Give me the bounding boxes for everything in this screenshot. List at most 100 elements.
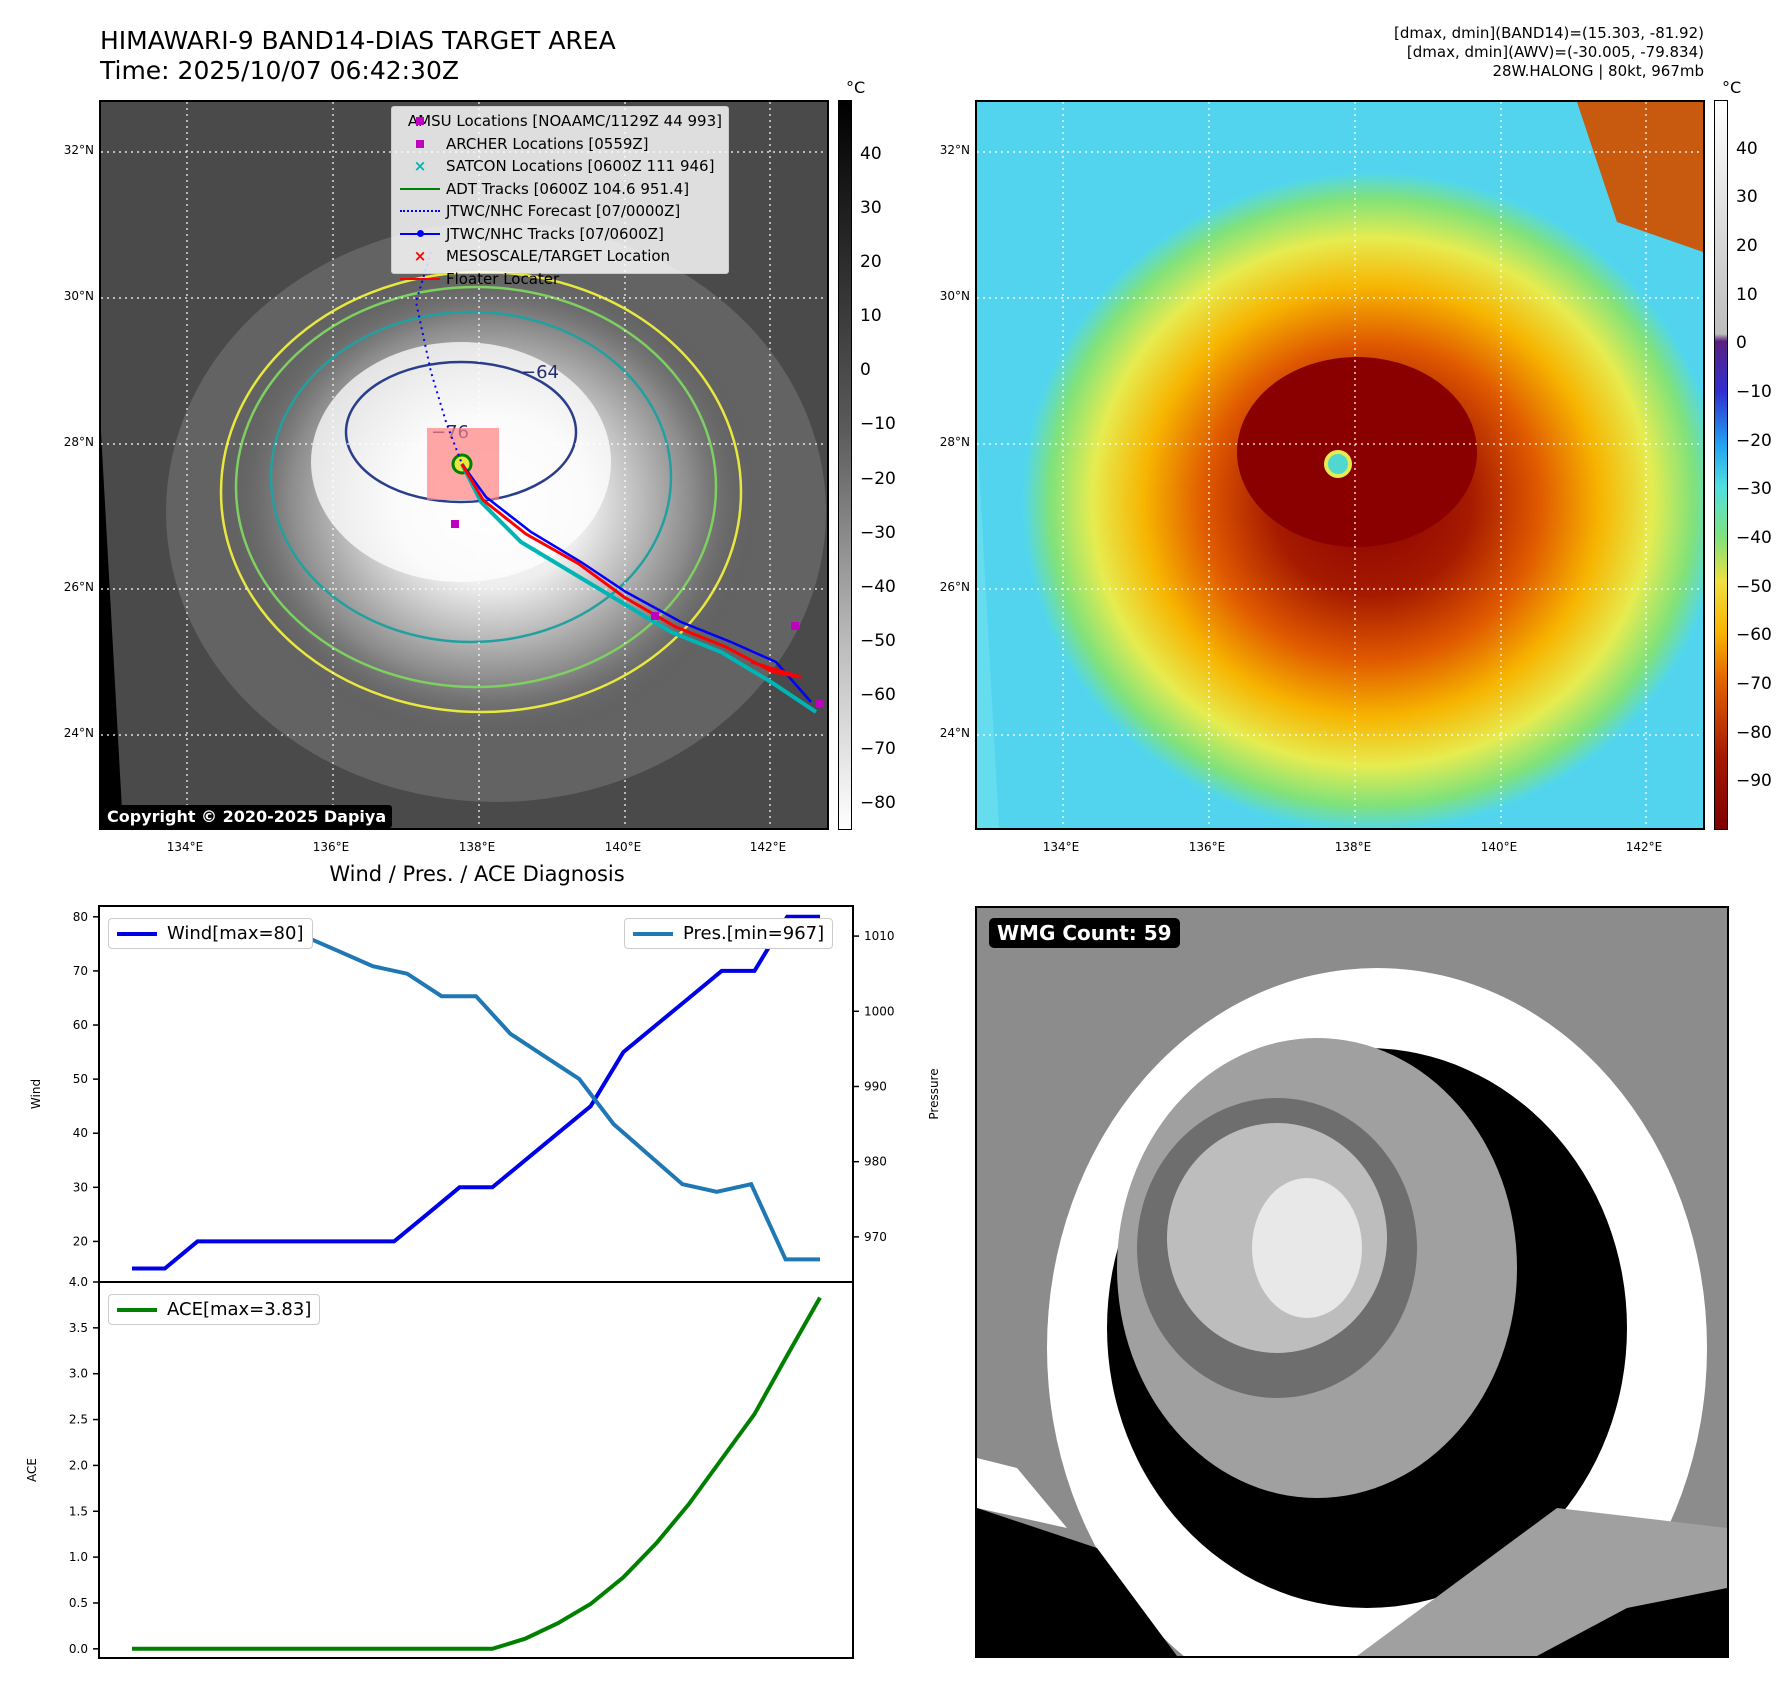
ir-legend: AMSU Locations [NOAAMC/1129Z 44 993] ARC… [391,106,729,288]
ir-colorbar-tick: −20 [860,468,896,489]
legend-floater: Floater Locater [400,268,722,291]
lon-tick-label: 136°E [1188,840,1226,854]
line-dot-marker-icon [400,224,440,244]
ir-colorbar [838,100,852,830]
awv-colorbar-tick: −40 [1736,528,1772,548]
awv-colorbar-tick: −80 [1736,722,1772,743]
ir-colorbar-tick: 0 [860,360,871,381]
ir-colorbar-tick: −10 [860,414,896,435]
lon-tick-label: 136°E [312,840,350,854]
storm-info: 28W.HALONG | 80kt, 967mb [1492,62,1704,80]
wmg-panel: WMG Count: 59 [975,906,1729,1658]
awv-satellite-image [977,102,1703,828]
copyright-badge: Copyright © 2020-2025 Dapiya [101,805,393,828]
amsu-markers [451,520,824,708]
awv-colorbar-tick: −20 [1736,430,1772,451]
ir-colorbar-tick: 10 [860,306,882,327]
contour-teal [269,310,673,644]
diagnosis-title: Wind / Pres. / ACE Diagnosis [329,862,625,886]
wmg-grid-image [977,908,1727,1656]
lon-tick-label: 134°E [166,840,204,854]
wind-tick-label: 20 [73,1234,88,1248]
ir-colorbar-tick: −30 [860,522,896,543]
legend-label: AMSU Locations [NOAAMC/1129Z 44 993] [407,112,722,130]
ace-series-line [132,1296,822,1651]
ace-axes [98,1281,854,1659]
awv-colorbar-tick: 10 [1736,284,1758,305]
legend-adt: ADT Tracks [0600Z 104.6 951.4] [400,178,722,201]
ir-colorbar-tick: −40 [860,576,896,597]
lon-tick-label: 140°E [604,840,642,854]
ace-legend: ACE[max=3.83] [108,1294,321,1325]
ir-colorbar-tick: −70 [860,738,896,759]
pressure-tick-label: 990 [864,1079,887,1093]
ir-map-panel: −64 −76 AMSU Locations [NOAAMC/1129Z 44 … [99,100,829,830]
pressure-series-line [132,934,820,1262]
ace-legend-swatch [117,1307,157,1312]
x-marker-icon: × [413,247,427,266]
square-marker-icon [400,134,440,154]
chart-title: HIMAWARI-9 BAND14-DIAS TARGET AREA [100,26,616,55]
awv-colorbar-unit: °C [1722,78,1742,97]
awv-colorbar-tick: 30 [1736,187,1758,208]
pressure-tick-label: 1000 [864,1004,895,1018]
line-marker-icon [400,179,440,199]
awv-colorbar-tick: 0 [1736,333,1747,354]
legend-label: SATCON Locations [0600Z 111 946] [446,157,715,175]
square-marker-icon [400,111,424,131]
dotted-line-icon [400,201,440,221]
legend-amsu: AMSU Locations [NOAAMC/1129Z 44 993] [400,110,722,133]
awv-colorbar-tick: 20 [1736,236,1758,256]
awv-colorbar-tick: −70 [1736,674,1772,694]
wind-tick-label: 40 [73,1126,88,1140]
ir-colorbar-tick: 30 [860,198,882,219]
wind-tick-label: 30 [73,1180,88,1194]
legend-satcon: × SATCON Locations [0600Z 111 946] [400,155,722,178]
ace-legend-label: ACE[max=3.83] [167,1299,312,1320]
pressure-tick-label: 1010 [864,929,895,943]
legend-mesoscale: × MESOSCALE/TARGET Location [400,245,722,268]
line-marker-icon [400,269,440,289]
wmg-count-badge: WMG Count: 59 [989,918,1180,948]
wind-legend: Wind[max=80] [108,918,313,949]
adt-track [460,463,818,714]
awv-range: [dmax, dmin](AWV)=(-30.005, -79.834) [1406,43,1704,61]
wind-tick-label: 60 [73,1018,88,1032]
legend-label: MESOSCALE/TARGET Location [446,247,671,265]
legend-forecast: JTWC/NHC Forecast [07/0000Z] [400,200,722,223]
lon-tick-label: 142°E [1625,840,1663,854]
x-marker-icon: × [413,157,427,176]
band14-range: [dmax, dmin](BAND14)=(15.303, -81.92) [1393,24,1704,42]
pressure-tick-label: 980 [864,1155,887,1169]
wind-tick-label: 70 [73,964,88,978]
jtwc-track [460,463,812,703]
ir-colorbar-tick: −60 [860,684,896,705]
ace-tick-label: 0.5 [69,1596,88,1610]
ace-tick-label: 1.0 [69,1550,88,1564]
ir-colorbar-tick: 40 [860,144,882,165]
wind-tick-label: 50 [73,1072,88,1086]
wind-ylabel: Wind [29,1079,43,1109]
wind-legend-label: Wind[max=80] [167,923,304,944]
wind-legend-swatch [117,931,157,936]
lat-tick-label: 32°N [939,143,970,157]
awv-colorbar-tick: −30 [1736,479,1772,500]
awv-colorbar-tick: 40 [1736,138,1758,159]
storm-eye [1324,450,1352,478]
ace-tick-label: 3.0 [69,1367,88,1381]
ir-colorbar-tick: −80 [860,792,896,813]
lat-tick-label: 32°N [63,143,94,157]
legend-label: JTWC/NHC Forecast [07/0000Z] [446,202,681,220]
lon-tick-label: 140°E [1480,840,1518,854]
lon-tick-label: 142°E [749,840,787,854]
ace-tick-label: 0.0 [69,1642,88,1656]
lat-tick-label: 28°N [63,435,94,449]
pressure-legend: Pres.[min=967] [624,918,834,949]
lat-tick-label: 28°N [939,435,970,449]
lon-tick-label: 138°E [458,840,496,854]
legend-jtwc: JTWC/NHC Tracks [07/0600Z] [400,223,722,246]
awv-colorbar-tick: −50 [1736,576,1772,597]
lon-tick-label: 138°E [1334,840,1372,854]
ir-colorbar-unit: °C [846,78,866,97]
lat-tick-label: 30°N [939,289,970,303]
